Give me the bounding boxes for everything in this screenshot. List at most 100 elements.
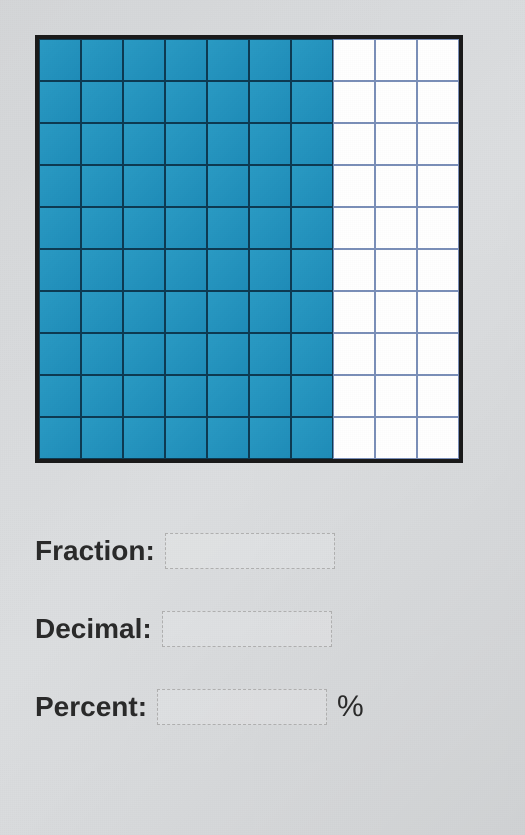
grid-cell-filled: [123, 123, 165, 165]
grid-cell-filled: [207, 81, 249, 123]
percent-input[interactable]: [157, 689, 327, 725]
grid-cell-filled: [249, 165, 291, 207]
grid-cell-empty: [375, 39, 417, 81]
grid-cell-filled: [39, 291, 81, 333]
grid-cell-filled: [249, 375, 291, 417]
grid-cell-filled: [81, 207, 123, 249]
grid-cell-filled: [165, 249, 207, 291]
grid-cell-filled: [165, 123, 207, 165]
grid-cell-empty: [417, 207, 459, 249]
grid-cell-filled: [81, 123, 123, 165]
grid-cell-filled: [123, 291, 165, 333]
grid-cell-empty: [333, 249, 375, 291]
grid-cell-filled: [249, 333, 291, 375]
grid-cell-filled: [123, 165, 165, 207]
grid-cell-filled: [39, 333, 81, 375]
grid-cell-filled: [165, 165, 207, 207]
grid-cell-filled: [291, 207, 333, 249]
grid-cell-filled: [207, 165, 249, 207]
hundred-grid-container: [35, 35, 463, 463]
grid-cell-empty: [375, 333, 417, 375]
grid-cell-empty: [417, 81, 459, 123]
decimal-row: Decimal:: [35, 611, 495, 647]
grid-cell-filled: [123, 81, 165, 123]
grid-cell-empty: [333, 165, 375, 207]
grid-cell-empty: [417, 333, 459, 375]
grid-cell-filled: [123, 39, 165, 81]
grid-cell-empty: [417, 291, 459, 333]
grid-cell-filled: [291, 39, 333, 81]
grid-cell-empty: [417, 249, 459, 291]
grid-cell-empty: [417, 39, 459, 81]
fraction-label: Fraction:: [35, 535, 155, 567]
grid-cell-filled: [249, 249, 291, 291]
grid-cell-empty: [375, 81, 417, 123]
grid-cell-filled: [207, 39, 249, 81]
grid-cell-empty: [333, 39, 375, 81]
grid-cell-filled: [291, 375, 333, 417]
grid-cell-filled: [207, 417, 249, 459]
grid-cell-filled: [81, 165, 123, 207]
grid-cell-filled: [81, 375, 123, 417]
grid-cell-filled: [123, 375, 165, 417]
grid-cell-empty: [375, 291, 417, 333]
grid-cell-filled: [291, 249, 333, 291]
grid-cell-filled: [165, 375, 207, 417]
grid-cell-filled: [249, 81, 291, 123]
grid-cell-empty: [333, 291, 375, 333]
grid-cell-empty: [333, 207, 375, 249]
grid-cell-filled: [207, 333, 249, 375]
grid-cell-empty: [375, 207, 417, 249]
hundred-grid: [39, 39, 459, 459]
grid-cell-filled: [39, 165, 81, 207]
grid-cell-filled: [123, 417, 165, 459]
grid-cell-filled: [81, 249, 123, 291]
grid-cell-empty: [333, 81, 375, 123]
grid-cell-filled: [39, 207, 81, 249]
grid-cell-filled: [81, 333, 123, 375]
grid-cell-filled: [207, 375, 249, 417]
fraction-input[interactable]: [165, 533, 335, 569]
grid-cell-filled: [81, 417, 123, 459]
grid-cell-filled: [165, 291, 207, 333]
grid-cell-filled: [249, 291, 291, 333]
percent-suffix: %: [337, 690, 364, 724]
grid-cell-filled: [291, 417, 333, 459]
grid-cell-filled: [81, 39, 123, 81]
grid-cell-filled: [291, 165, 333, 207]
grid-cell-filled: [123, 249, 165, 291]
grid-cell-empty: [333, 417, 375, 459]
grid-cell-filled: [207, 291, 249, 333]
grid-cell-empty: [375, 375, 417, 417]
grid-cell-empty: [417, 375, 459, 417]
grid-cell-filled: [81, 81, 123, 123]
grid-cell-filled: [291, 333, 333, 375]
grid-cell-empty: [375, 417, 417, 459]
percent-row: Percent: %: [35, 689, 495, 725]
grid-cell-filled: [207, 123, 249, 165]
grid-cell-filled: [81, 291, 123, 333]
grid-cell-filled: [39, 417, 81, 459]
grid-cell-filled: [249, 417, 291, 459]
grid-cell-filled: [207, 249, 249, 291]
grid-cell-filled: [207, 207, 249, 249]
grid-cell-filled: [165, 39, 207, 81]
grid-cell-filled: [249, 39, 291, 81]
grid-cell-filled: [39, 375, 81, 417]
grid-cell-empty: [375, 165, 417, 207]
grid-cell-filled: [249, 207, 291, 249]
grid-cell-filled: [165, 417, 207, 459]
grid-cell-filled: [291, 291, 333, 333]
grid-cell-filled: [39, 123, 81, 165]
grid-cell-filled: [291, 81, 333, 123]
grid-cell-empty: [333, 123, 375, 165]
fraction-row: Fraction:: [35, 533, 495, 569]
grid-cell-filled: [39, 39, 81, 81]
grid-cell-empty: [417, 123, 459, 165]
decimal-input[interactable]: [162, 611, 332, 647]
grid-cell-filled: [123, 207, 165, 249]
grid-cell-filled: [249, 123, 291, 165]
grid-cell-empty: [375, 123, 417, 165]
grid-cell-filled: [291, 123, 333, 165]
grid-cell-filled: [39, 81, 81, 123]
